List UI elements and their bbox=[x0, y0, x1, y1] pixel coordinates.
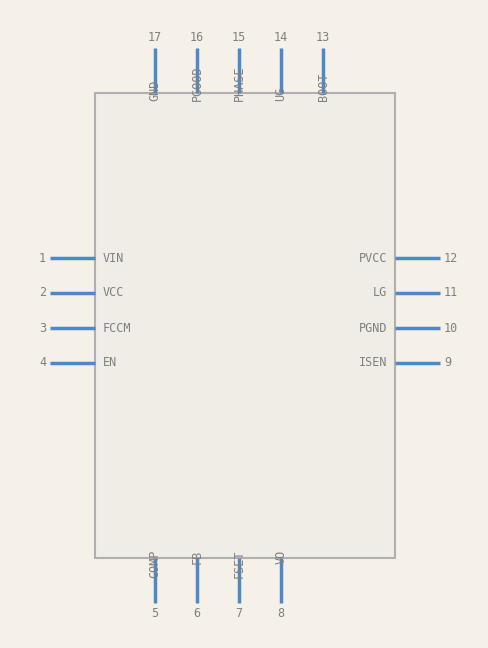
Text: PHASE: PHASE bbox=[232, 65, 245, 101]
Text: 5: 5 bbox=[151, 607, 159, 620]
Text: COMP: COMP bbox=[148, 550, 162, 579]
Text: EN: EN bbox=[103, 356, 117, 369]
Text: 15: 15 bbox=[232, 31, 246, 44]
Text: PVCC: PVCC bbox=[359, 251, 387, 264]
Text: 9: 9 bbox=[444, 356, 451, 369]
Text: 14: 14 bbox=[274, 31, 288, 44]
Text: 17: 17 bbox=[148, 31, 162, 44]
Text: 6: 6 bbox=[193, 607, 201, 620]
Text: UG: UG bbox=[274, 87, 287, 101]
Text: LG: LG bbox=[373, 286, 387, 299]
Text: 11: 11 bbox=[444, 286, 458, 299]
Text: 3: 3 bbox=[39, 321, 46, 334]
Text: FCCM: FCCM bbox=[103, 321, 131, 334]
Text: 12: 12 bbox=[444, 251, 458, 264]
Text: ISEN: ISEN bbox=[359, 356, 387, 369]
Text: VCC: VCC bbox=[103, 286, 124, 299]
Text: VO: VO bbox=[274, 550, 287, 564]
Text: PGOOD: PGOOD bbox=[190, 65, 203, 101]
Text: 2: 2 bbox=[39, 286, 46, 299]
Text: 1: 1 bbox=[39, 251, 46, 264]
Text: 4: 4 bbox=[39, 356, 46, 369]
Text: 8: 8 bbox=[278, 607, 285, 620]
Text: 16: 16 bbox=[190, 31, 204, 44]
Text: GND: GND bbox=[148, 80, 162, 101]
Text: 7: 7 bbox=[235, 607, 243, 620]
Text: 10: 10 bbox=[444, 321, 458, 334]
Text: 13: 13 bbox=[316, 31, 330, 44]
Text: FB: FB bbox=[190, 550, 203, 564]
Text: FSET: FSET bbox=[232, 550, 245, 579]
Text: BOOT: BOOT bbox=[317, 73, 329, 101]
Bar bbox=[95, 93, 395, 558]
Text: VIN: VIN bbox=[103, 251, 124, 264]
Text: PGND: PGND bbox=[359, 321, 387, 334]
